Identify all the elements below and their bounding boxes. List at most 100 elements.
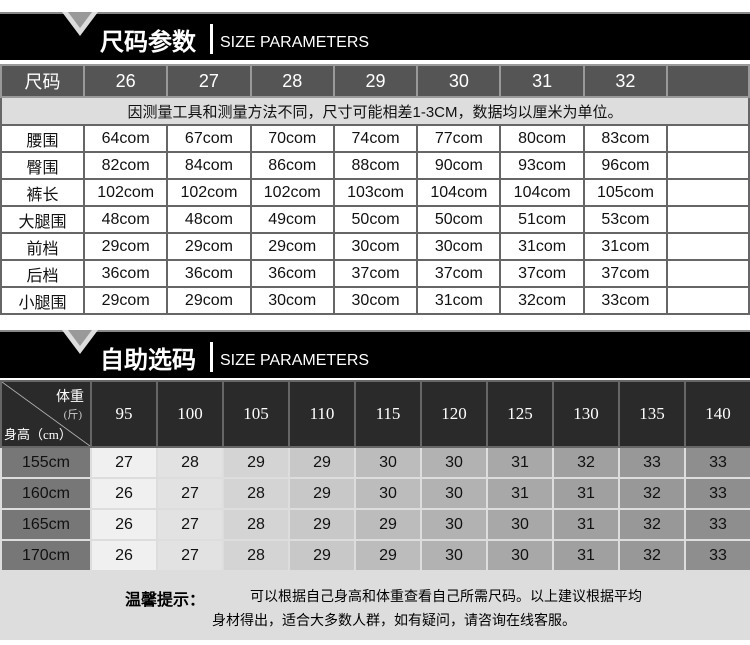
size-header xyxy=(666,64,750,98)
size-cell: 31 xyxy=(552,508,620,541)
table-cell: 67com xyxy=(166,124,252,153)
section-title: 尺码参数 xyxy=(100,28,196,56)
size-header: 32 xyxy=(582,64,669,98)
table-cell: 64com xyxy=(82,124,169,153)
section-title: 自助选码 xyxy=(100,346,196,374)
size-cell: 28 xyxy=(222,477,290,510)
table-cell: 29com xyxy=(249,232,335,261)
table-cell: 36com xyxy=(166,259,252,288)
weight-header: 95 xyxy=(90,380,158,448)
size-cell: 26 xyxy=(90,477,158,510)
table-cell: 33com xyxy=(582,286,669,315)
table-cell: 29com xyxy=(166,232,252,261)
size-cell: 31 xyxy=(486,477,554,510)
size-cell: 30 xyxy=(354,477,422,510)
tips-line: 身材得出，适合大多数人群，如有疑问，请咨询在线客服。 xyxy=(212,613,576,629)
size-cell: 29 xyxy=(354,539,422,572)
size-cell: 32 xyxy=(618,477,686,510)
table-cell: 96com xyxy=(582,151,669,180)
table-cell: 70com xyxy=(249,124,335,153)
size-header: 29 xyxy=(332,64,419,98)
table-row: 165cm 26 27 28 29 29 30 30 31 32 33 xyxy=(0,508,750,541)
table-cell xyxy=(666,178,750,207)
tips-title: 温馨提示： xyxy=(125,590,206,609)
weight-header: 130 xyxy=(552,380,620,448)
table-cell: 29com xyxy=(166,286,252,315)
size-cell: 30 xyxy=(420,477,488,510)
table-cell: 102com xyxy=(249,178,335,207)
table-row: 170cm 26 27 28 29 29 30 30 31 32 33 xyxy=(0,539,750,572)
table-cell xyxy=(666,259,750,288)
weight-header: 125 xyxy=(486,380,554,448)
table-cell: 37com xyxy=(332,259,419,288)
table-cell: 37com xyxy=(416,259,502,288)
table-cell: 36com xyxy=(82,259,169,288)
height-label: 170cm xyxy=(0,539,92,572)
table-row: 臀围 82com 84com 86com 88com 90com 93com 96com xyxy=(0,151,750,180)
table-cell: 105com xyxy=(582,178,669,207)
table-cell: 30com xyxy=(416,232,502,261)
weight-header: 135 xyxy=(618,380,686,448)
height-label: 身高（cm） xyxy=(4,427,72,442)
divider xyxy=(210,24,213,54)
size-cell: 29 xyxy=(288,508,356,541)
size-cell: 33 xyxy=(618,446,686,479)
size-cell: 33 xyxy=(684,539,750,572)
row-label: 腰围 xyxy=(0,124,85,153)
weight-unit: (斤) xyxy=(63,409,82,421)
size-cell: 32 xyxy=(618,508,686,541)
size-cell: 26 xyxy=(90,508,158,541)
divider xyxy=(210,342,213,372)
size-cell: 30 xyxy=(420,446,488,479)
table-cell: 84com xyxy=(166,151,252,180)
row-label: 前档 xyxy=(0,232,85,261)
table-row: 160cm 26 27 28 29 30 30 31 31 32 33 xyxy=(0,477,750,510)
size-guide-table: 体重 (斤) 身高（cm） 95 100 105 110 115 120 125 130 135 140… xyxy=(0,380,750,572)
table-row: 腰围 64com 67com 70com 74com 77com 80com 83com xyxy=(0,124,750,153)
table-cell: 31com xyxy=(499,232,585,261)
section-subtitle: SIZE PARAMETERS xyxy=(220,352,370,369)
size-cell: 29 xyxy=(288,446,356,479)
weight-header: 100 xyxy=(156,380,224,448)
table-cell: 80com xyxy=(499,124,585,153)
size-cell: 32 xyxy=(618,539,686,572)
table-cell: 83com xyxy=(582,124,669,153)
table-cell: 31com xyxy=(582,232,669,261)
table-cell: 102com xyxy=(82,178,169,207)
weight-label: 体重 xyxy=(56,390,84,405)
height-label: 160cm xyxy=(0,477,92,510)
table-cell: 53com xyxy=(582,205,669,234)
table-cell: 37com xyxy=(582,259,669,288)
size-cell: 29 xyxy=(222,446,290,479)
height-label: 155cm xyxy=(0,446,92,479)
table-row: 大腿围 48com 48com 49com 50com 50com 51com 53com xyxy=(0,205,750,234)
section-subtitle: SIZE PARAMETERS xyxy=(220,34,370,51)
row-label: 裤长 xyxy=(0,178,85,207)
table-cell: 50com xyxy=(416,205,502,234)
header-label: 尺码 xyxy=(0,64,85,98)
table-cell: 104com xyxy=(499,178,585,207)
size-cell: 30 xyxy=(420,508,488,541)
note-row: 因测量工具和测量方法不同，尺寸可能相差1-3CM，数据均以厘米为单位。 xyxy=(0,96,750,126)
table-row: 155cm 27 28 29 29 30 30 31 32 33 33 xyxy=(0,446,750,479)
size-cell: 27 xyxy=(156,539,224,572)
table-cell: 82com xyxy=(82,151,169,180)
table-row: 小腿围 29com 29com 30com 30com 31com 32com 33com xyxy=(0,286,750,315)
size-cell: 30 xyxy=(354,446,422,479)
size-header: 31 xyxy=(499,64,585,98)
row-label: 小腿围 xyxy=(0,286,85,315)
table-cell xyxy=(666,124,750,153)
tips-line: 可以根据自己身高和体重查看自己所需尺码。以上建议根据平均 xyxy=(250,589,642,605)
triangle-icon xyxy=(68,12,92,28)
weight-header: 105 xyxy=(222,380,290,448)
table-cell: 30com xyxy=(332,232,419,261)
size-cell: 28 xyxy=(156,446,224,479)
diagonal-header-cell: 体重 (斤) 身高（cm） xyxy=(0,380,92,448)
table-cell: 90com xyxy=(416,151,502,180)
size-cell: 31 xyxy=(486,446,554,479)
table-row: 裤长 102com 102com 102com 103com 104com 104com 10… xyxy=(0,178,750,207)
table-cell: 88com xyxy=(332,151,419,180)
height-label: 165cm xyxy=(0,508,92,541)
header-row: 体重 (斤) 身高（cm） 95 100 105 110 115 120 125 130 135 140 xyxy=(0,380,750,448)
table-cell: 48com xyxy=(166,205,252,234)
